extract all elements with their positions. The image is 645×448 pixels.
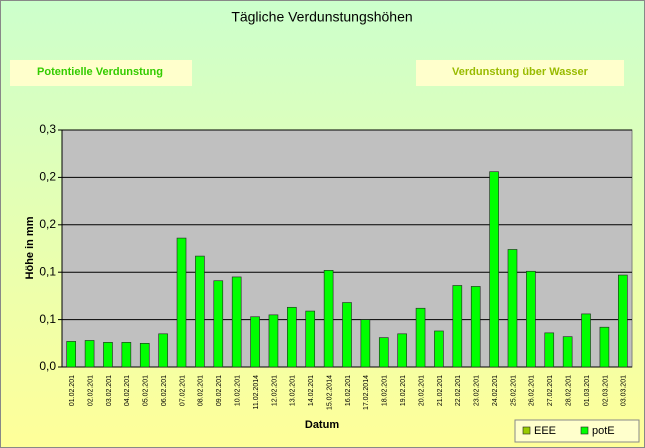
x-tick-label: 10.02.201 [235,375,242,406]
bar [452,285,463,368]
bar [195,255,205,368]
x-tick-label: 06.02.201 [161,375,168,406]
bar [323,270,334,368]
bar [378,337,389,368]
x-tick-label: 04.02.201 [124,375,131,406]
y-tick-label: 0,0 [39,359,56,373]
x-tick-label: 24.02.201 [492,375,499,406]
x-tick-label: 03.03.201 [621,375,628,406]
bar [176,237,187,368]
x-tick-label: 09.02.201 [216,375,223,406]
bar [268,314,279,368]
x-tick-label: 20.02.201 [418,375,425,406]
x-tick-label: 12.02.201 [271,375,278,406]
bar [581,313,591,368]
x-tick-label: 26.02.201 [529,375,536,406]
bar [84,340,95,368]
bar [562,336,573,368]
x-tick-label: 01.02.201 [69,375,76,406]
bar [103,342,113,368]
y-tick-label: 0,3 [39,122,56,136]
bar [489,171,499,368]
bar [342,302,352,368]
x-tick-label: 23.02.201 [474,375,481,406]
y-tick-label: 0,2 [39,217,56,231]
x-tick-label: 05.02.201 [143,375,150,406]
y-tick-label: 0,1 [39,312,56,326]
legend [514,419,640,443]
x-tick-label: 02.03.201 [602,375,609,406]
annotation: Verdunstung über Wasser [452,66,589,78]
x-tick-label: 15.02.2014 [326,375,333,410]
x-tick-label: 16.02.201 [345,375,352,406]
annotation-box [416,60,624,86]
annotation: Potentielle Verdunstung [37,66,163,78]
bar [618,274,628,368]
bar [250,316,260,368]
bar [470,286,481,368]
annotation-box [10,60,192,86]
bar [121,342,132,368]
x-tick-label: 11.02.2014 [253,375,260,410]
bar [526,270,536,368]
x-tick-label: 03.02.201 [106,375,113,406]
bar [139,342,150,368]
x-tick-label: 08.02.201 [198,375,205,406]
y-tick-label: 0,1 [39,264,56,278]
x-tick-label: 14.02.201 [308,375,315,406]
bar [507,249,518,368]
legend-swatch [522,426,531,435]
x-tick-label: 17.02.2014 [363,375,370,410]
x-tick-label: 01.03.201 [584,375,591,406]
bar [213,280,224,368]
x-tick-label: 22.02.201 [455,375,462,406]
x-tick-label: 28.02.201 [565,375,572,406]
bar [158,333,168,368]
x-tick-label: 13.02.201 [290,375,297,406]
bar [305,310,316,368]
legend-swatch [580,426,589,435]
x-tick-label: 02.02.201 [87,375,94,406]
bar [415,307,426,368]
bar [66,341,76,368]
x-tick-label: 18.02.201 [382,375,389,406]
x-tick-label: 27.02.201 [547,375,554,406]
x-tick-label: 07.02.201 [179,375,186,406]
bar [599,326,610,368]
x-tick-label: 21.02.201 [437,375,444,406]
bar [287,306,297,368]
y-tick-label: 0,2 [39,170,56,184]
x-axis-title: Datum [305,419,339,431]
chart-title: Tägliche Verdunstungshöhen [231,9,412,25]
x-tick-label: 19.02.201 [400,375,407,406]
bar [231,276,242,368]
bar [397,333,407,368]
bar [360,319,371,368]
x-tick-label: 25.02.201 [510,375,517,406]
bar [544,332,555,368]
legend-label: EEE [534,425,556,437]
y-axis-title: Höhe in mm [24,216,36,279]
bar [434,330,444,368]
legend-label: potE [592,425,615,437]
